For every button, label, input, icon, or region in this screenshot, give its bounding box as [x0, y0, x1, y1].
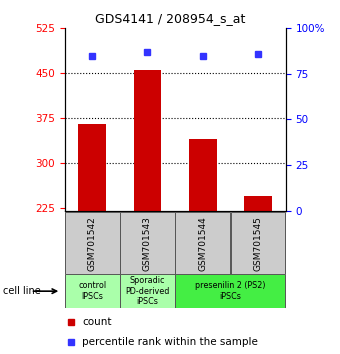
Bar [231, 212, 285, 274]
Text: cell line: cell line [3, 286, 41, 296]
Text: count: count [82, 318, 112, 327]
Bar [65, 274, 120, 308]
Text: GSM701543: GSM701543 [143, 216, 152, 271]
Bar [134, 70, 161, 211]
Bar [65, 212, 120, 274]
Bar [244, 196, 272, 211]
Bar [79, 124, 106, 211]
Text: GSM701544: GSM701544 [198, 216, 207, 271]
Bar [175, 212, 230, 274]
Text: Sporadic
PD-derived
iPSCs: Sporadic PD-derived iPSCs [125, 276, 170, 306]
Text: presenilin 2 (PS2)
iPSCs: presenilin 2 (PS2) iPSCs [195, 281, 266, 301]
Bar [189, 139, 217, 211]
Text: percentile rank within the sample: percentile rank within the sample [82, 337, 258, 347]
Bar [120, 212, 175, 274]
Text: GSM701542: GSM701542 [88, 216, 97, 271]
Bar [120, 274, 175, 308]
Text: GSM701545: GSM701545 [254, 216, 262, 271]
Bar [175, 274, 285, 308]
Text: control
IPSCs: control IPSCs [78, 281, 106, 301]
Text: GDS4141 / 208954_s_at: GDS4141 / 208954_s_at [95, 12, 245, 25]
